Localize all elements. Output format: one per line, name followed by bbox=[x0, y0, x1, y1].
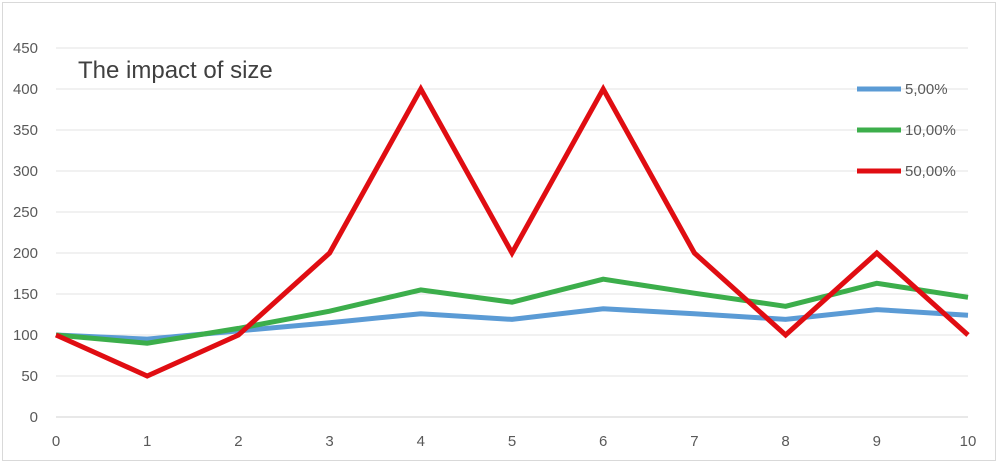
x-axis-ticks: 0 1 2 3 4 5 6 7 8 9 10 bbox=[52, 433, 977, 450]
x-tick-label: 5 bbox=[508, 433, 516, 450]
y-tick-label: 250 bbox=[13, 204, 38, 221]
x-tick-label: 4 bbox=[417, 433, 425, 450]
legend-label: 10,00% bbox=[905, 122, 956, 139]
legend-label: 50,00% bbox=[905, 163, 956, 180]
y-tick-label: 300 bbox=[13, 163, 38, 180]
legend-item: 5,00% bbox=[857, 81, 948, 98]
x-tick-label: 7 bbox=[690, 433, 698, 450]
series-line-3 bbox=[54, 83, 970, 379]
legend-label: 5,00% bbox=[905, 81, 948, 98]
legend: 5,00% 10,00% 50,00% bbox=[857, 81, 956, 180]
y-tick-label: 50 bbox=[21, 368, 38, 385]
legend-item: 50,00% bbox=[857, 163, 956, 180]
legend-item: 10,00% bbox=[857, 122, 956, 139]
series-lines bbox=[54, 83, 970, 379]
y-tick-label: 0 bbox=[30, 409, 38, 426]
gridlines bbox=[56, 47, 968, 418]
x-tick-label: 3 bbox=[325, 433, 333, 450]
y-tick-label: 100 bbox=[13, 327, 38, 344]
x-tick-label: 1 bbox=[143, 433, 151, 450]
series-line-2 bbox=[55, 276, 969, 346]
x-tick-label: 10 bbox=[960, 433, 977, 450]
y-tick-label: 400 bbox=[13, 81, 38, 98]
x-tick-label: 2 bbox=[234, 433, 242, 450]
y-tick-label: 150 bbox=[13, 286, 38, 303]
x-tick-label: 9 bbox=[873, 433, 881, 450]
chart-title: The impact of size bbox=[78, 57, 273, 84]
x-tick-label: 0 bbox=[52, 433, 60, 450]
y-tick-label: 350 bbox=[13, 122, 38, 139]
x-tick-label: 6 bbox=[599, 433, 607, 450]
y-tick-label: 200 bbox=[13, 245, 38, 262]
y-axis-ticks: 0 50 100 150 200 250 300 350 400 450 bbox=[13, 40, 38, 426]
x-tick-label: 8 bbox=[781, 433, 789, 450]
y-tick-label: 450 bbox=[13, 40, 38, 57]
